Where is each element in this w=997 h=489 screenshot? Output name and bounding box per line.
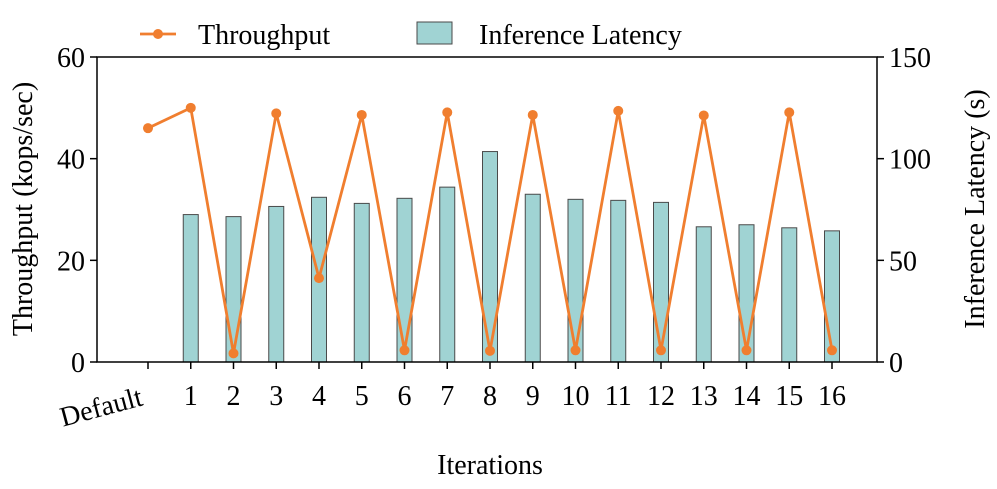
throughput-point-default xyxy=(143,123,153,134)
latency-bar-8 xyxy=(482,151,498,363)
throughput-point-11 xyxy=(613,105,624,116)
y-tick-label-right-150: 150 xyxy=(889,43,931,74)
latency-bar-10 xyxy=(567,198,584,363)
throughput-point-8 xyxy=(485,345,495,356)
latency-bars xyxy=(182,151,840,363)
latency-bar-11 xyxy=(610,199,627,363)
legend-throughput-label: Throughput xyxy=(198,20,330,51)
latency-bar-7 xyxy=(439,186,456,363)
x-tick-label-13: 13 xyxy=(690,381,718,412)
legend-latency-label: Inference Latency xyxy=(479,20,682,51)
latency-bar-9 xyxy=(524,193,541,363)
x-tick-label-8: 8 xyxy=(483,381,497,412)
y-axis-label-left: Throughput (kops/sec) xyxy=(8,82,39,336)
legend: Throughput Inference Latency xyxy=(140,20,682,51)
throughput-point-4 xyxy=(314,273,324,284)
throughput-point-16 xyxy=(827,345,837,356)
throughput-point-10 xyxy=(570,345,581,356)
throughput-point-1 xyxy=(185,102,196,113)
latency-bar-5 xyxy=(353,202,370,363)
x-tick-label-11: 11 xyxy=(605,381,632,412)
latency-bar-16 xyxy=(824,230,840,363)
latency-bar-12 xyxy=(653,201,669,363)
legend-latency-swatch xyxy=(416,21,453,45)
y-tick-label-right-100: 100 xyxy=(889,145,931,176)
x-tick-label-3: 3 xyxy=(269,381,283,412)
x-tick-label-7: 7 xyxy=(440,381,454,412)
y-tick-label-left-20: 20 xyxy=(57,246,85,277)
x-tick-label-10: 10 xyxy=(562,381,590,412)
throughput-point-13 xyxy=(698,110,709,121)
y-axis-label-right: Inference Latency (s) xyxy=(960,89,991,328)
latency-bar-14 xyxy=(738,224,755,363)
throughput-line xyxy=(143,102,837,359)
throughput-point-2 xyxy=(228,348,239,359)
latency-bar-2 xyxy=(225,216,242,363)
throughput-point-5 xyxy=(356,109,367,120)
y-tick-label-left-60: 60 xyxy=(57,43,85,74)
y-tick-label-right-0: 0 xyxy=(889,348,903,379)
x-tick-label-6: 6 xyxy=(398,381,412,412)
legend-throughput-marker xyxy=(153,29,163,39)
throughput-point-3 xyxy=(271,108,282,119)
latency-bar-1 xyxy=(182,214,199,363)
y-tick-label-left-40: 40 xyxy=(57,145,85,176)
x-tick-label-5: 5 xyxy=(355,381,369,412)
throughput-point-7 xyxy=(442,107,453,118)
x-tick-label-14: 14 xyxy=(733,381,761,412)
latency-bar-3 xyxy=(268,205,285,363)
throughput-point-12 xyxy=(656,345,666,356)
x-tick-label-2: 2 xyxy=(227,381,241,412)
throughput-point-6 xyxy=(399,345,410,356)
x-tick-label-16: 16 xyxy=(818,381,846,412)
x-tick-label-1: 1 xyxy=(184,381,198,412)
latency-bar-13 xyxy=(695,226,712,363)
y-tick-label-right-50: 50 xyxy=(889,246,917,277)
plot-frame xyxy=(96,56,878,363)
x-tick-label-default: Default xyxy=(57,382,146,434)
latency-bar-6 xyxy=(396,197,413,363)
y-tick-label-left-0: 0 xyxy=(71,348,85,379)
throughput-point-14 xyxy=(741,345,752,356)
throughput-point-15 xyxy=(784,107,795,118)
throughput-point-9 xyxy=(527,109,538,120)
x-tick-label-9: 9 xyxy=(526,381,540,412)
x-tick-label-12: 12 xyxy=(647,381,675,412)
x-tick-label-15: 15 xyxy=(775,381,803,412)
x-axis-label: Iterations xyxy=(437,450,543,481)
latency-bar-15 xyxy=(781,227,798,363)
x-tick-label-4: 4 xyxy=(312,381,326,412)
